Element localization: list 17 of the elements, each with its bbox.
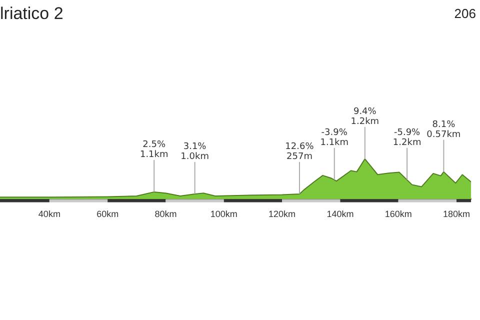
x-tick-label: 140km [326, 209, 354, 220]
chart-subtitle: 206 [454, 6, 476, 21]
x-tick-label: 40km [38, 209, 60, 220]
x-tick-label: 80km [154, 209, 177, 220]
chart-title: lriatico 2 [0, 4, 64, 24]
annotation: 2.5% 1.1km [140, 140, 168, 160]
annotation: 9.4% 1.2km [350, 106, 380, 127]
annotation: -5.9% 1.2km [392, 128, 422, 148]
x-tick-label: 180km [442, 209, 470, 220]
x-tick-label: 120km [268, 209, 296, 220]
x-tick-label: 160km [384, 209, 412, 220]
annotation: 8.1% 0.57km [426, 120, 461, 140]
annotation: 3.1% 1.0km [180, 142, 209, 162]
annotation: 12.6% 257m [285, 142, 314, 162]
x-tick-label: 100km [210, 209, 238, 220]
annotation: -3.9% 1.1km [320, 128, 349, 148]
x-tick-label: 60km [96, 209, 119, 220]
